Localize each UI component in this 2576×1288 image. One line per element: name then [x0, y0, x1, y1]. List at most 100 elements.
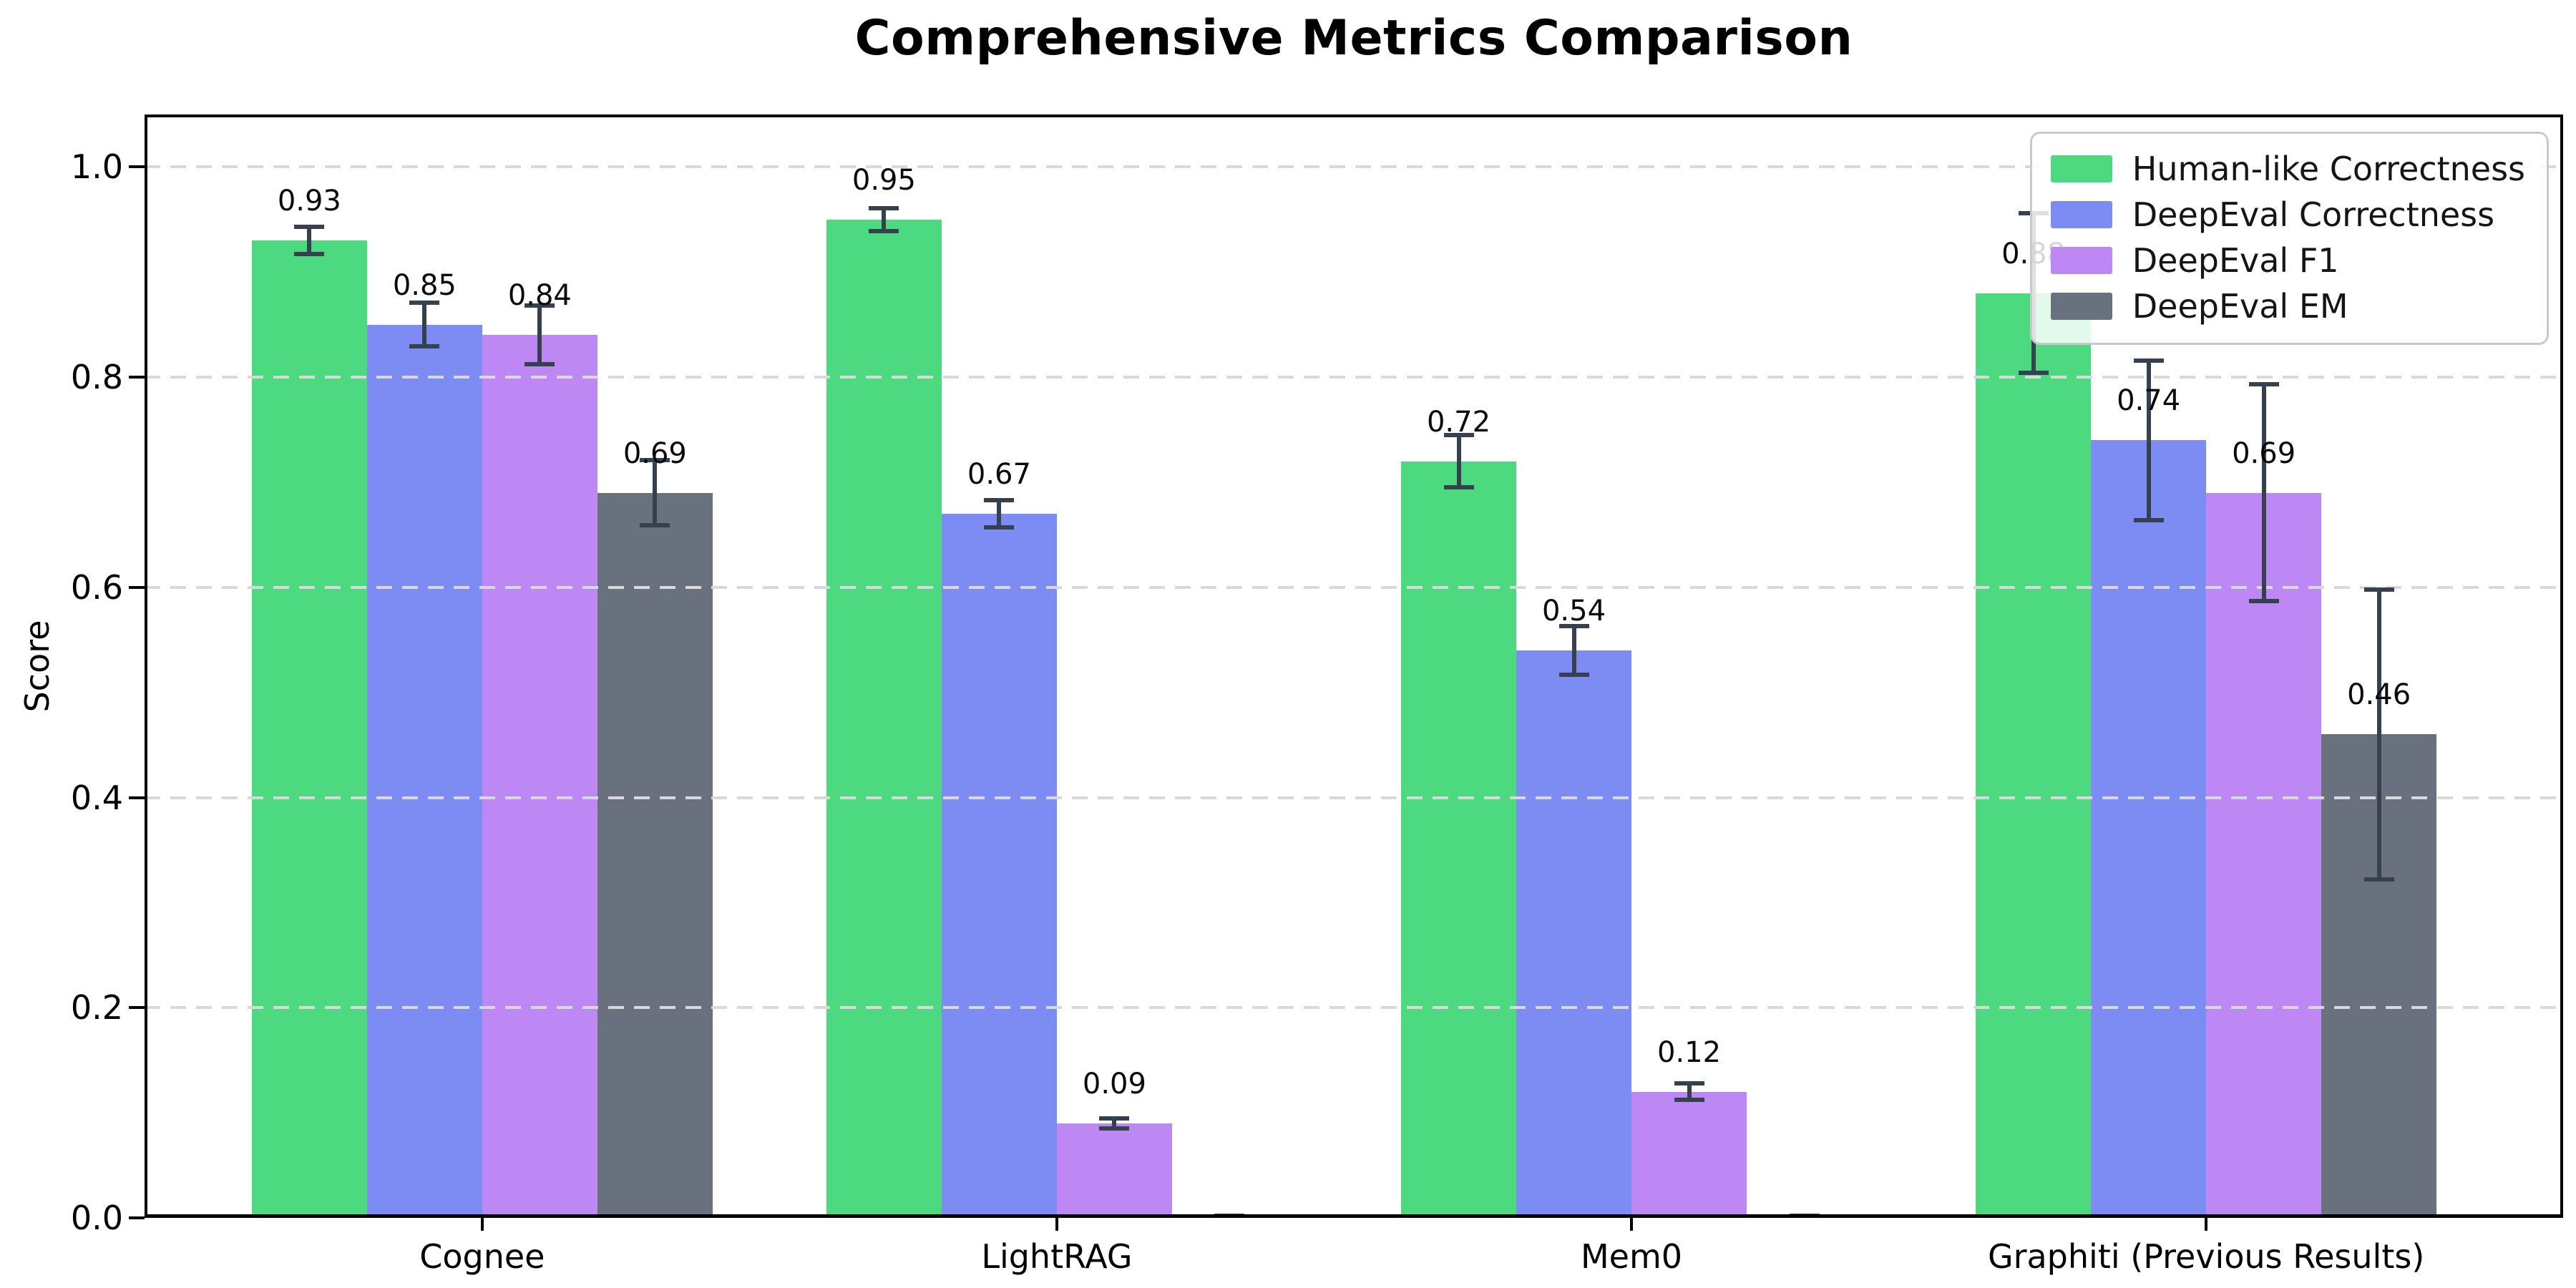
error-cap-top: [1099, 1116, 1130, 1121]
error-cap-bottom: [2018, 371, 2049, 376]
gridline-1: [145, 165, 2563, 169]
error-cap-bottom: [1099, 1126, 1130, 1131]
legend-item-deepeval-em: DeepEval EM: [2050, 286, 2525, 327]
error-bar-cognee-deepeval-em: [653, 458, 658, 528]
legend: Human-like Correctness DeepEval Correctne…: [2029, 132, 2549, 345]
legend-item-deepeval-f1: DeepEval F1: [2050, 240, 2525, 281]
bar-value-label-cognee-deepeval-correctness: 0.85: [392, 268, 457, 302]
chart-title: Comprehensive Metrics Comparison: [854, 10, 1853, 67]
bar-value-label-lightrag-human-like-correctness: 0.95: [852, 163, 916, 197]
error-cap-top: [869, 205, 899, 210]
error-cap-top: [525, 303, 555, 308]
error-cap-bottom: [2133, 517, 2164, 522]
x-tick-mark-graphiti-previous-results: [2205, 1218, 2208, 1231]
y-tick-label-1.0: 1.0: [70, 147, 123, 187]
y-tick-mark-0.6: [129, 585, 145, 589]
error-bar-cognee-deepeval-correctness: [422, 300, 427, 349]
gridline-0.4: [145, 796, 2563, 799]
bar-value-label-cognee-deepeval-f1: 0.84: [507, 279, 572, 313]
error-bar-lightrag-deepeval-f1: [1112, 1116, 1117, 1131]
bar-mem0-deepeval-f1: [1631, 1091, 1747, 1218]
legend-swatch-deepeval-correctness: [2050, 201, 2112, 228]
error-bar-lightrag-human-like-correctness: [882, 205, 887, 233]
error-cap-bottom: [984, 525, 1015, 530]
error-cap-bottom: [409, 344, 440, 349]
bar-cognee-deepeval-correctness: [366, 324, 482, 1218]
legend-label-deepeval-correctness: DeepEval Correctness: [2132, 195, 2495, 234]
legend-swatch-deepeval-em: [2050, 293, 2112, 320]
y-tick-mark-1.0: [129, 165, 145, 169]
bar-lightrag-human-like-correctness: [826, 219, 942, 1218]
bar-cognee-deepeval-f1: [482, 335, 597, 1218]
plot-spine-left: [145, 114, 147, 1218]
error-bar-mem0-human-like-correctness: [1456, 432, 1461, 490]
bar-cognee-deepeval-em: [597, 492, 713, 1218]
error-cap-top: [984, 498, 1015, 503]
y-tick-label-0.6: 0.6: [70, 567, 123, 607]
grid-layer: [145, 114, 2563, 1218]
y-tick-label-0.0: 0.0: [70, 1199, 123, 1237]
error-cap-bottom: [2248, 598, 2279, 603]
bar-mem0-deepeval-correctness: [1516, 650, 1632, 1218]
x-tick-mark-lightrag: [1055, 1218, 1058, 1231]
error-bar-graphiti-previous-results-deepeval-em: [2376, 587, 2381, 882]
gridline-0.8: [145, 376, 2563, 379]
bar-value-label-lightrag-deepeval-correctness: 0.67: [967, 458, 1031, 492]
y-tick-label-0.2: 0.2: [70, 988, 123, 1028]
plot-area: 0.930.950.720.880.850.670.540.740.840.09…: [71, 114, 2563, 1276]
error-cap-bottom: [869, 228, 899, 233]
bar-lightrag-deepeval-f1: [1056, 1123, 1172, 1218]
error-bar-graphiti-previous-results-deepeval-correctness: [2146, 358, 2151, 522]
plot-spine-top: [145, 114, 2563, 117]
y-axis-label: Score: [18, 620, 57, 713]
error-cap-top: [2363, 587, 2394, 592]
bar-graphiti-previous-results-deepeval-correctness: [2091, 440, 2207, 1218]
bars-layer: [145, 114, 2563, 1218]
plot-spine-right: [2560, 114, 2563, 1218]
error-bar-graphiti-previous-results-deepeval-f1: [2261, 382, 2266, 603]
bar-value-label-lightrag-deepeval-f1: 0.09: [1082, 1067, 1146, 1101]
error-cap-top: [1558, 624, 1589, 629]
x-tick-label-graphiti-previous-results: Graphiti (Previous Results): [1987, 1237, 2425, 1276]
error-cap-bottom: [1443, 485, 1474, 490]
gridline-0.6: [145, 585, 2563, 589]
bar-value-label-cognee-human-like-correctness: 0.93: [277, 185, 341, 218]
error-cap-bottom: [640, 523, 670, 528]
error-cap-bottom: [1674, 1098, 1704, 1103]
ticks-layer: 0.0 0.2 0.4 0.6 0.8 1.0 Cognee LightRAG Mem0 Grap…: [71, 114, 2563, 1276]
x-tick-mark-mem0: [1630, 1218, 1634, 1231]
error-cap-top: [2248, 382, 2279, 387]
bar-graphiti-previous-results-human-like-correctness: [1976, 293, 2092, 1218]
error-bar-cognee-deepeval-f1: [537, 303, 542, 367]
bar-value-label-graphiti-previous-results-deepeval-f1: 0.69: [2232, 436, 2296, 470]
y-tick-label-0.4: 0.4: [70, 778, 123, 817]
legend-item-human-like-correctness: Human-like Correctness: [2050, 148, 2525, 190]
x-tick-label-mem0: Mem0: [1580, 1237, 1683, 1276]
y-tick-mark-0.8: [129, 376, 145, 379]
bar-value-label-graphiti-previous-results-deepeval-correctness: 0.74: [2117, 384, 2181, 418]
legend-label-deepeval-f1: DeepEval F1: [2132, 241, 2339, 280]
x-tick-label-lightrag: LightRAG: [981, 1237, 1133, 1276]
error-cap-top: [640, 458, 670, 463]
legend-label-deepeval-em: DeepEval EM: [2132, 287, 2348, 326]
bar-graphiti-previous-results-deepeval-f1: [2206, 492, 2322, 1218]
plot-spine-bottom: [145, 1214, 2563, 1218]
gridline-0.2: [145, 1006, 2563, 1010]
error-bar-cognee-human-like-correctness: [307, 225, 312, 257]
y-tick-mark-0.0: [129, 1216, 145, 1219]
bar-value-label-mem0-human-like-correctness: 0.72: [1426, 405, 1491, 439]
error-cap-top: [1443, 432, 1474, 437]
error-cap-top: [1674, 1081, 1704, 1086]
bar-lightrag-deepeval-correctness: [941, 514, 1057, 1218]
error-cap-bottom: [525, 362, 555, 367]
y-tick-label-0.8: 0.8: [70, 358, 123, 397]
legend-swatch-deepeval-f1: [2050, 247, 2112, 274]
y-tick-mark-0.4: [129, 796, 145, 799]
bar-value-label-cognee-deepeval-em: 0.69: [623, 436, 687, 470]
bar-cognee-human-like-correctness: [251, 240, 367, 1218]
error-bar-mem0-deepeval-f1: [1687, 1081, 1692, 1103]
x-tick-label-cognee: Cognee: [419, 1237, 545, 1276]
error-bar-lightrag-deepeval-correctness: [997, 498, 1002, 530]
legend-label-human-like-correctness: Human-like Correctness: [2132, 150, 2525, 188]
